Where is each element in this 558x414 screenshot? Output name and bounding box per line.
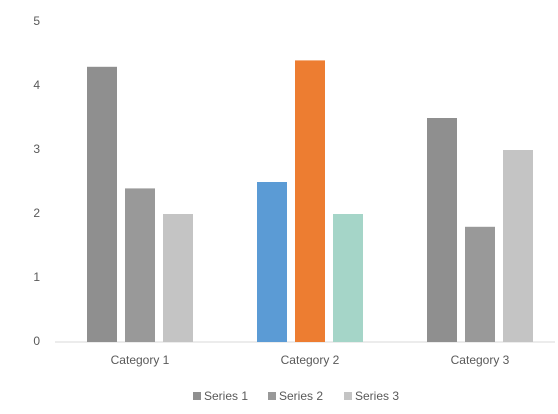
bar — [427, 118, 457, 342]
y-tick-label: 4 — [33, 78, 40, 92]
x-tick-label: Category 2 — [281, 353, 340, 367]
bar — [87, 66, 117, 343]
legend-label: Series 1 — [204, 389, 248, 403]
legend-label: Series 2 — [279, 389, 323, 403]
bar — [163, 214, 193, 342]
y-tick-label: 2 — [33, 206, 40, 220]
y-tick-label: 5 — [33, 14, 40, 28]
x-tick-label: Category 3 — [451, 353, 510, 367]
y-tick-label: 3 — [33, 142, 40, 156]
legend-label: Series 3 — [355, 389, 399, 403]
y-tick-label: 0 — [33, 334, 40, 348]
bar — [465, 226, 495, 342]
bar — [125, 188, 155, 342]
x-tick-label: Category 1 — [111, 353, 170, 367]
legend-swatch — [344, 392, 352, 400]
bar — [333, 214, 363, 342]
bar — [257, 182, 287, 342]
legend-swatch — [268, 392, 276, 400]
legend-swatch — [193, 392, 201, 400]
y-tick-label: 1 — [33, 270, 40, 284]
bar — [503, 150, 533, 342]
bar — [295, 60, 325, 343]
